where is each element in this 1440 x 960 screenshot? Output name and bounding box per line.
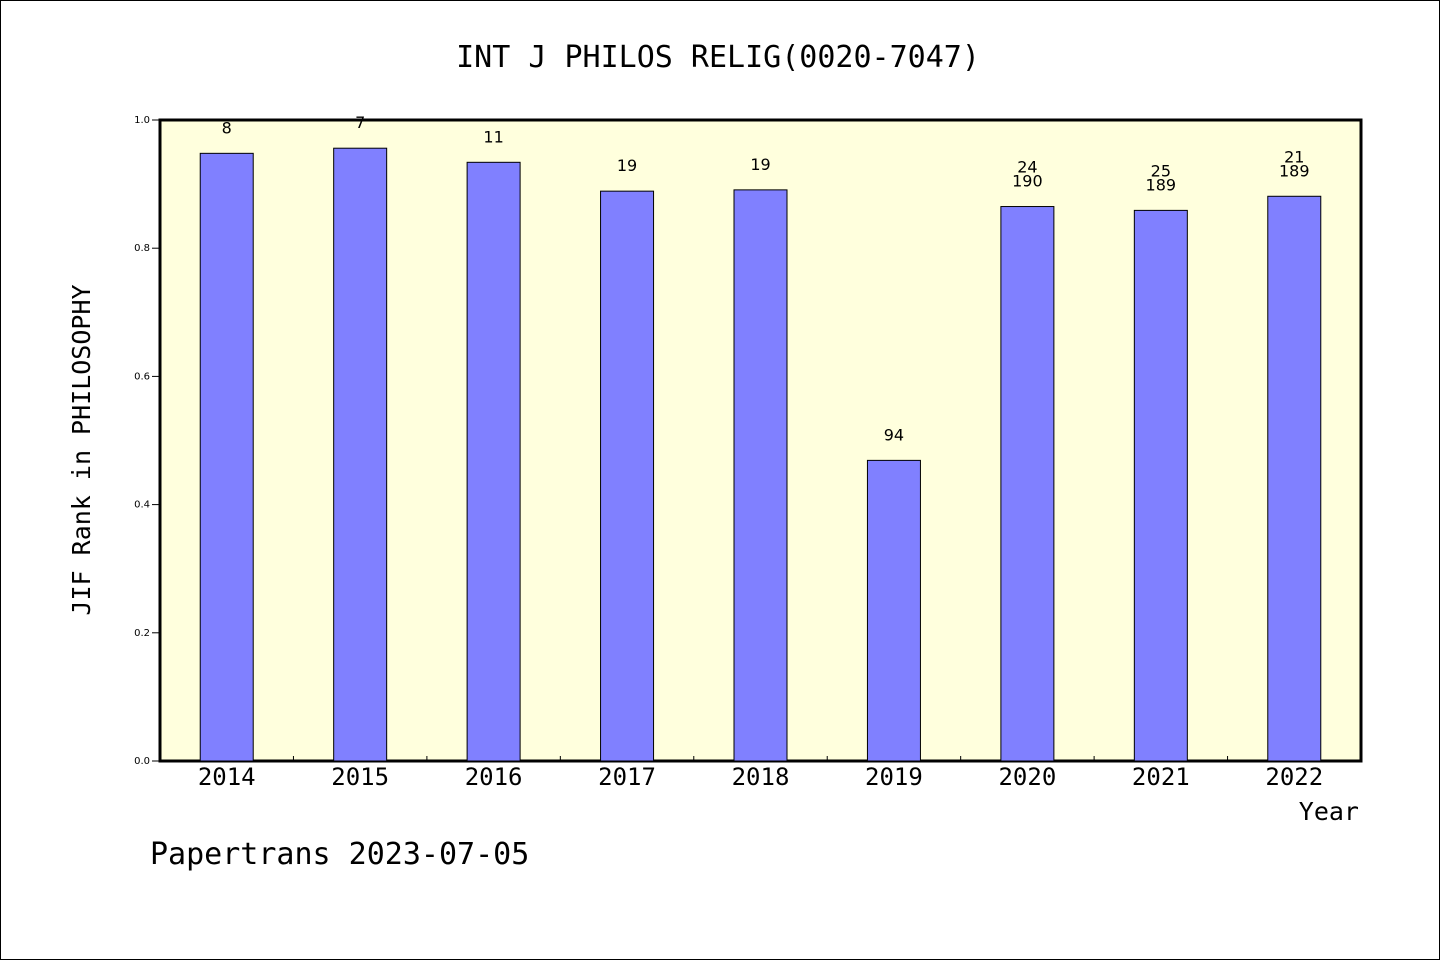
x-tick-label-2019: 2019 xyxy=(865,763,923,791)
y-tick-label-0: 0.0 xyxy=(134,756,150,767)
x-tick-label-2016: 2016 xyxy=(465,763,523,791)
bar-2022 xyxy=(1267,195,1322,762)
bar-2020 xyxy=(1000,206,1055,762)
x-tick-label-2015: 2015 xyxy=(331,763,389,791)
x-axis-title: Year xyxy=(1299,797,1359,826)
x-tick-label-2017: 2017 xyxy=(598,763,656,791)
y-tick-label-2: 0.4 xyxy=(134,500,150,511)
bar-label-2022-1: 21 xyxy=(1284,147,1304,166)
y-tick-label-5: 1.0 xyxy=(134,115,150,126)
bar-label-2014-1: 8 xyxy=(222,118,232,137)
x-tick-label-2021: 2021 xyxy=(1132,763,1190,791)
bar-label-2015-1: 7 xyxy=(355,113,365,132)
bar-label-2016-1: 11 xyxy=(483,127,503,146)
bar-2021 xyxy=(1133,209,1188,762)
bar-2015 xyxy=(333,147,388,762)
bar-2017 xyxy=(600,190,655,762)
bar-2018 xyxy=(733,189,788,762)
y-tick-label-1: 0.2 xyxy=(134,628,150,639)
bar-label-2022-2: 189 xyxy=(1279,161,1310,180)
bar-label-2017-1: 19 xyxy=(617,156,637,175)
bar-label-2020-1: 24 xyxy=(1017,158,1037,177)
bar-2014 xyxy=(199,152,254,762)
y-axis-ticks: 0.0 0.2 0.4 0.6 0.8 1.0 xyxy=(134,115,160,767)
bar-2016 xyxy=(466,161,521,762)
x-tick-label-2018: 2018 xyxy=(732,763,790,791)
y-tick-label-4: 0.8 xyxy=(134,243,150,254)
x-axis-ticks: 2014 2015 2016 2017 2018 2019 2020 2021 2022 xyxy=(198,756,1323,791)
x-tick-label-2014: 2014 xyxy=(198,763,256,791)
x-tick-label-2022: 2022 xyxy=(1265,763,1323,791)
bar-label-2021-1: 25 xyxy=(1151,161,1171,180)
chart-title: INT J PHILOS RELIG(0020-7047) xyxy=(456,40,980,75)
bars-group xyxy=(199,147,1322,762)
bar-label-2018-1: 19 xyxy=(750,155,770,174)
bar-2019 xyxy=(866,459,921,762)
footer-text: Papertrans 2023-07-05 xyxy=(150,837,529,872)
y-tick-label-3: 0.6 xyxy=(134,371,150,382)
bar-label-2019-1: 94 xyxy=(884,425,904,444)
y-axis-title: JIF Rank in PHILOSOPHY xyxy=(67,284,96,615)
bar-label-2020-2: 190 xyxy=(1012,172,1043,191)
x-tick-label-2020: 2020 xyxy=(998,763,1056,791)
bar-label-2021-2: 189 xyxy=(1146,175,1177,194)
